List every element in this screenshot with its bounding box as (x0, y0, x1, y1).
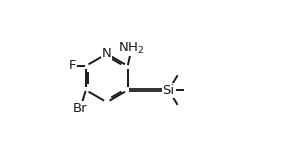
Text: NH$_2$: NH$_2$ (118, 40, 145, 56)
Text: N: N (102, 47, 112, 60)
Text: Si: Si (162, 84, 175, 97)
Text: Br: Br (73, 102, 88, 115)
Text: F: F (69, 59, 76, 72)
